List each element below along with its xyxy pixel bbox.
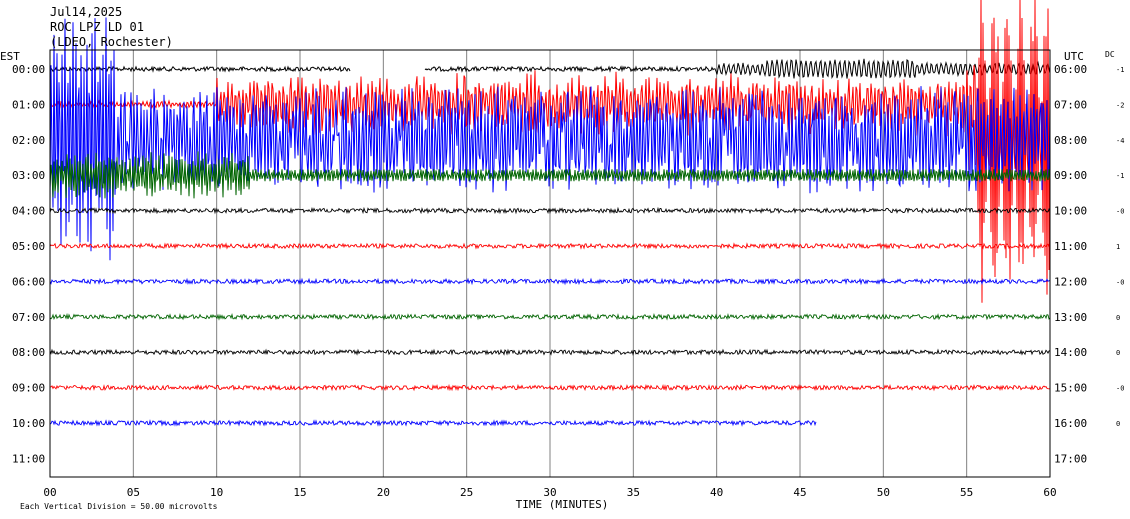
- dc-offset-label: 0: [1116, 314, 1120, 322]
- x-tick-label: 00: [43, 486, 56, 499]
- x-tick-label: 50: [877, 486, 890, 499]
- est-hour-label: 03:00: [12, 169, 45, 182]
- x-tick-label: 25: [460, 486, 473, 499]
- dc-offset-label: -2: [1116, 101, 1124, 109]
- plot-frame: [49, 49, 1051, 478]
- utc-hour-label: 08:00: [1054, 134, 1087, 147]
- est-hour-label: 01:00: [12, 98, 45, 111]
- seismic-trace: [424, 58, 1051, 80]
- est-hour-label: 09:00: [12, 382, 45, 395]
- est-hour-labels: 00:00 01:00 02:00 03:00 04:00 05:00 06:00 07:00…: [12, 63, 45, 465]
- x-tick-label: 35: [627, 486, 640, 499]
- est-hour-label: 06:00: [12, 275, 45, 288]
- est-hour-label: 11:00: [12, 452, 45, 465]
- utc-hour-label: 12:00: [1054, 275, 1087, 288]
- dc-offset-label: -0: [1116, 208, 1124, 216]
- seismic-trace: [50, 383, 1051, 392]
- dc-offset-labels: -1 -2 -4 -1 -0 1 -0 0 0 -0 0: [1116, 66, 1124, 428]
- utc-hour-label: 10:00: [1054, 205, 1087, 218]
- header-date: Jul14,2025: [50, 5, 122, 19]
- x-tick-label: 30: [543, 486, 556, 499]
- utc-hour-label: 09:00: [1054, 169, 1087, 182]
- utc-hour-label: 06:00: [1054, 63, 1087, 76]
- seismic-trace: [49, 206, 1051, 215]
- seismic-trace: [49, 151, 1051, 199]
- x-tick-labels: 00 05 10 15 20 25 30 35 40 45 50 55 60: [43, 486, 1056, 499]
- est-hour-label: 02:00: [12, 134, 45, 147]
- utc-hour-label: 07:00: [1054, 98, 1087, 111]
- utc-hour-label: 15:00: [1054, 382, 1087, 395]
- dc-offset-label: -1: [1116, 66, 1124, 74]
- dc-offset-label: 1: [1116, 243, 1120, 251]
- dc-offset-label: 0: [1116, 349, 1120, 357]
- dc-offset-label: -0: [1116, 385, 1124, 393]
- x-tick-label: 10: [210, 486, 223, 499]
- header-station: ROC LPZ LD 01: [50, 20, 144, 34]
- dc-offset-label: -1: [1116, 172, 1124, 180]
- x-axis-title: TIME (MINUTES): [516, 498, 609, 511]
- seismic-trace: [49, 312, 1051, 321]
- x-tick-label: 20: [377, 486, 390, 499]
- seismic-trace: [49, 0, 1051, 303]
- x-tick-label: 45: [793, 486, 806, 499]
- est-hour-label: 04:00: [12, 205, 45, 218]
- utc-axis-title: UTC: [1064, 50, 1084, 63]
- dc-offset-label: -0: [1116, 278, 1124, 286]
- utc-hour-label: 13:00: [1054, 311, 1087, 324]
- header-location: (LDEO, Rochester): [50, 35, 173, 49]
- x-tick-label: 15: [293, 486, 306, 499]
- x-tick-label: 05: [127, 486, 140, 499]
- seismic-trace: [49, 419, 817, 427]
- est-hour-label: 00:00: [12, 63, 45, 76]
- est-hour-label: 10:00: [12, 417, 45, 430]
- seismic-trace: [49, 17, 1051, 261]
- est-hour-label: 05:00: [12, 240, 45, 253]
- est-hour-label: 08:00: [12, 346, 45, 359]
- seismic-trace: [49, 242, 1051, 250]
- utc-hour-labels: 06:00 07:00 08:00 09:00 10:00 11:00 12:00 13:00…: [1054, 63, 1087, 465]
- utc-hour-label: 11:00: [1054, 240, 1087, 253]
- dc-offset-label: -4: [1116, 137, 1124, 145]
- x-tick-label: 55: [960, 486, 973, 499]
- x-tick-label: 40: [710, 486, 723, 499]
- utc-hour-label: 16:00: [1054, 417, 1087, 430]
- seismic-trace: [49, 348, 1051, 356]
- utc-hour-label: 14:00: [1054, 346, 1087, 359]
- seismic-trace: [49, 277, 1051, 286]
- dc-column-title: DC: [1105, 50, 1115, 59]
- seismic-traces: [49, 0, 1051, 427]
- est-hour-label: 07:00: [12, 311, 45, 324]
- x-tick-label: 60: [1043, 486, 1056, 499]
- dc-offset-label: 0: [1116, 420, 1120, 428]
- footer-scale-note: Each Vertical Division = 50.00 microvolt…: [20, 502, 218, 511]
- utc-hour-label: 17:00: [1054, 452, 1087, 465]
- est-axis-title: EST: [0, 50, 20, 63]
